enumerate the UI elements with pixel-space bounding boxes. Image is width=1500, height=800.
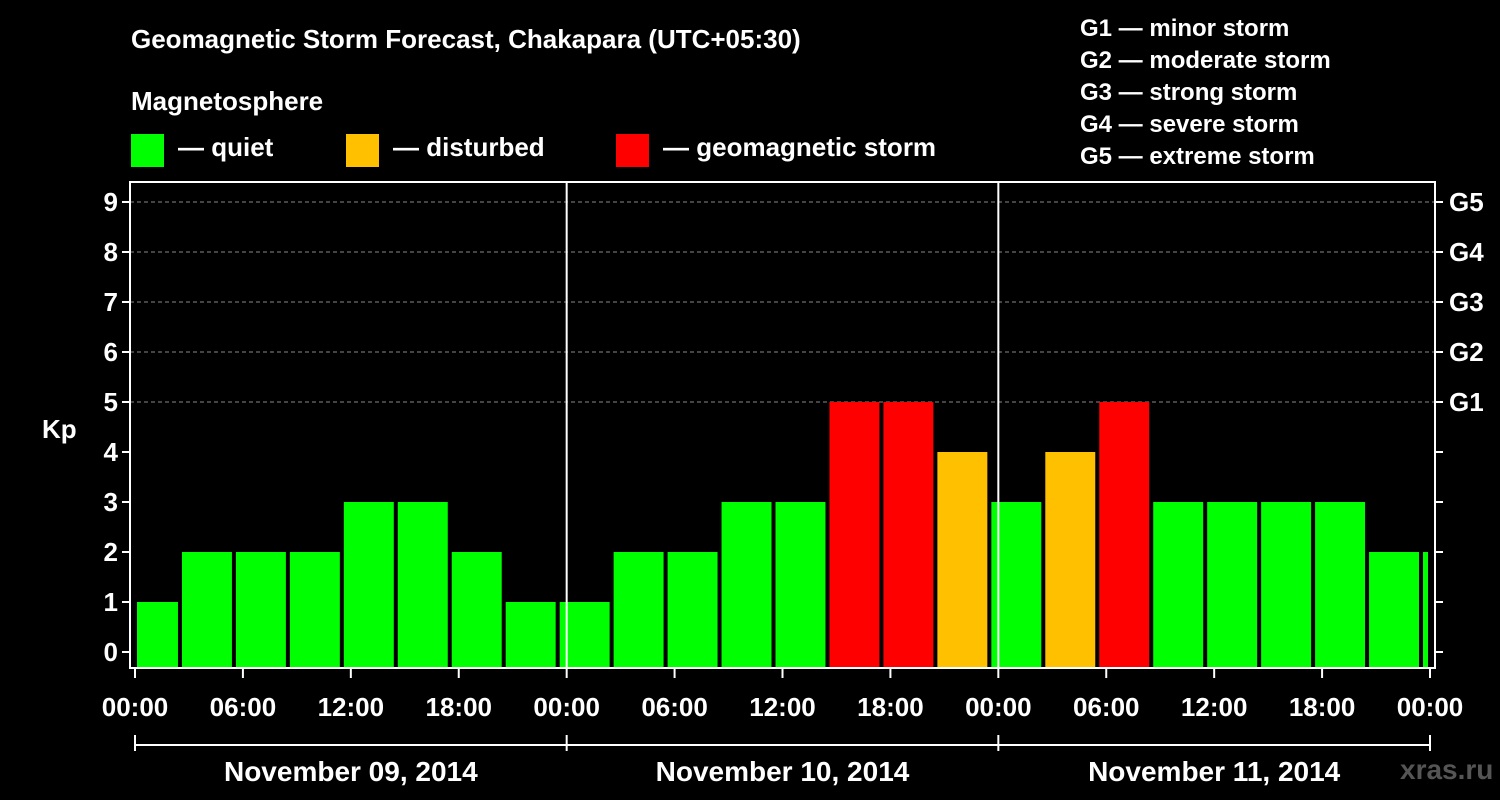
legend-label-quiet: — quiet: [178, 132, 274, 162]
kp-bar-14: [883, 402, 934, 667]
ytick-label-0: 0: [104, 637, 118, 667]
legend-swatch-storm: [616, 134, 649, 167]
ytick-label-6: 6: [104, 337, 118, 367]
kp-bar-1: [181, 552, 232, 667]
kp-bar-23: [1369, 552, 1420, 667]
day-label-2: November 11, 2014: [1088, 756, 1341, 787]
ytick-label-3: 3: [104, 487, 118, 517]
gtick-label-G2: G2: [1449, 337, 1484, 367]
g-scale-g3: G3 — strong storm: [1080, 79, 1298, 106]
xtick-label-2: 12:00: [318, 692, 385, 722]
g-scale-g5: G5 — extreme storm: [1080, 143, 1315, 170]
g-scale-g4: G4 — severe storm: [1080, 111, 1299, 138]
xtick-label-12: 00:00: [1397, 692, 1464, 722]
kp-bar-5: [397, 502, 448, 667]
gtick-label-G1: G1: [1449, 387, 1484, 417]
g-scale-g2: G2 — moderate storm: [1080, 47, 1331, 74]
ytick-label-1: 1: [104, 587, 118, 617]
gtick-label-G4: G4: [1449, 237, 1484, 267]
day-label-0: November 09, 2014: [224, 756, 478, 787]
xtick-label-5: 06:00: [641, 692, 708, 722]
xtick-label-3: 18:00: [426, 692, 493, 722]
kp-bar-12: [775, 502, 826, 667]
watermark: xras.ru: [1400, 754, 1494, 785]
kp-bar-13: [829, 402, 880, 667]
kp-bar-2: [235, 552, 286, 667]
legend-label-disturbed: — disturbed: [393, 132, 545, 162]
gtick-label-G5: G5: [1449, 187, 1484, 217]
legend-label-storm: — geomagnetic storm: [663, 132, 937, 162]
xtick-label-6: 12:00: [749, 692, 816, 722]
kp-bar-7: [505, 602, 556, 667]
ytick-label-8: 8: [104, 237, 118, 267]
kp-bar-18: [1099, 402, 1150, 667]
xtick-label-0: 00:00: [102, 692, 169, 722]
kp-bar-21: [1261, 502, 1312, 667]
legend-swatch-quiet: [131, 134, 164, 167]
ytick-label-7: 7: [104, 287, 118, 317]
kp-bar-9: [613, 552, 664, 667]
y-axis-label: Kp: [42, 414, 77, 444]
kp-bar-15: [937, 452, 988, 667]
kp-bar-16: [991, 502, 1042, 667]
chart-title: Geomagnetic Storm Forecast, Chakapara (U…: [131, 24, 801, 54]
ytick-label-9: 9: [104, 187, 118, 217]
kp-bar-24: [1423, 552, 1428, 667]
kp-bar-6: [451, 552, 502, 667]
kp-bar-11: [721, 502, 772, 667]
g-scale-g1: G1 — minor storm: [1080, 15, 1290, 42]
xtick-label-1: 06:00: [210, 692, 277, 722]
kp-bar-10: [667, 552, 718, 667]
xtick-label-4: 00:00: [533, 692, 600, 722]
xtick-label-8: 00:00: [965, 692, 1032, 722]
kp-bar-19: [1153, 502, 1204, 667]
kp-bar-3: [289, 552, 340, 667]
kp-bar-17: [1045, 452, 1096, 667]
gtick-label-G3: G3: [1449, 287, 1484, 317]
kp-bar-0: [137, 602, 178, 667]
kp-bar-4: [343, 502, 394, 667]
ytick-label-4: 4: [104, 437, 119, 467]
xtick-label-7: 18:00: [857, 692, 924, 722]
day-label-1: November 10, 2014: [656, 756, 910, 787]
kp-bar-20: [1207, 502, 1258, 667]
kp-bar-8: [559, 602, 610, 667]
kp-bar-22: [1315, 502, 1366, 667]
legend-swatch-disturbed: [346, 134, 379, 167]
xtick-label-10: 12:00: [1181, 692, 1248, 722]
xtick-label-11: 18:00: [1289, 692, 1356, 722]
magnetosphere-title: Magnetosphere: [131, 86, 324, 116]
ytick-label-2: 2: [104, 537, 118, 567]
ytick-label-5: 5: [104, 387, 118, 417]
xtick-label-9: 06:00: [1073, 692, 1140, 722]
